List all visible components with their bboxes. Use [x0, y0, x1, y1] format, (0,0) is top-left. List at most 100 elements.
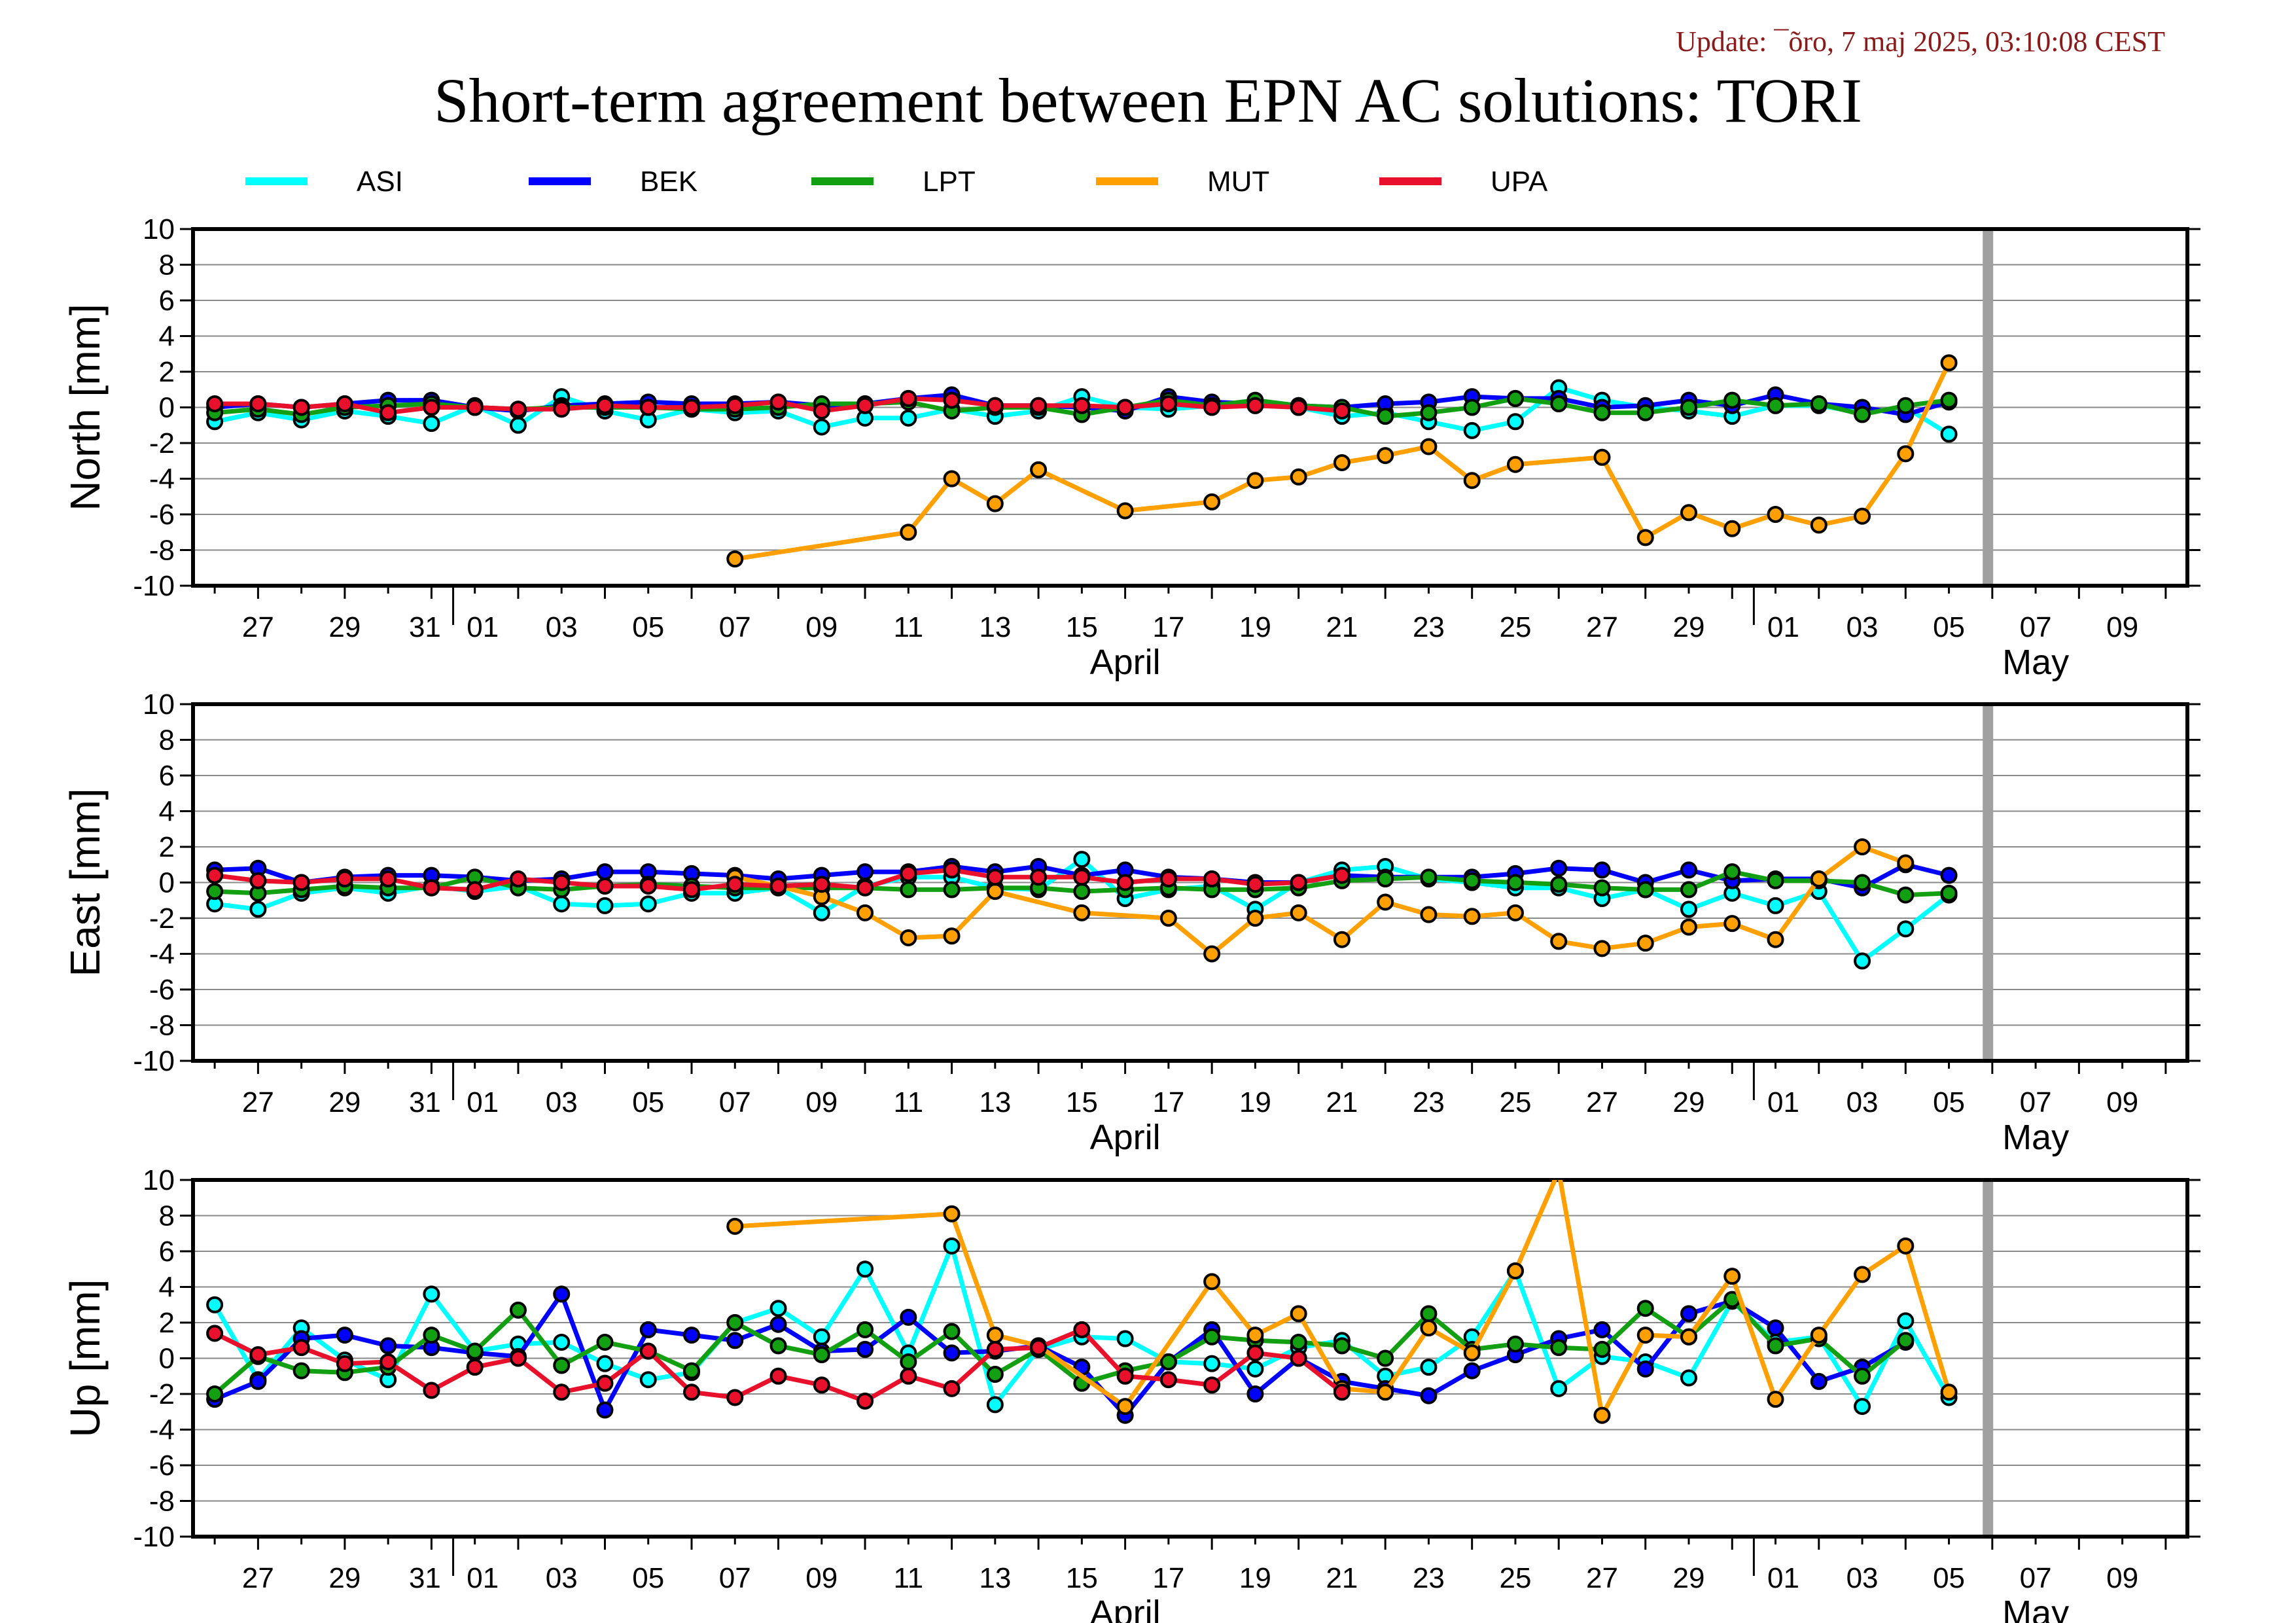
data-point-mut [1420, 906, 1438, 923]
data-point-lpt [1593, 404, 1611, 421]
x-tick-label: 27 [242, 1562, 274, 1594]
data-point-asi [900, 409, 917, 427]
x-tick-label: 25 [1499, 1562, 1531, 1594]
data-point-upa [639, 877, 657, 895]
data-point-upa [986, 397, 1004, 414]
data-point-mut [1506, 455, 1524, 473]
legend-label: UPA [1491, 166, 1548, 198]
data-point-mut [1854, 838, 1871, 855]
data-point-bek [857, 1340, 874, 1358]
data-point-upa [206, 866, 224, 884]
data-point-asi [639, 895, 657, 913]
data-point-mut [943, 1205, 961, 1222]
data-point-mut [1680, 918, 1697, 936]
data-point-mut [1290, 468, 1307, 486]
data-point-mut [1290, 904, 1307, 921]
data-point-upa [423, 1382, 440, 1399]
data-point-asi [206, 1296, 224, 1313]
data-point-upa [813, 876, 830, 893]
x-tick-label: 03 [546, 611, 578, 643]
x-tick-label: 27 [242, 1086, 274, 1118]
data-point-upa [639, 1342, 657, 1360]
data-point-upa [986, 1340, 1004, 1358]
data-point-lpt [1420, 404, 1438, 421]
data-point-bek [1593, 1321, 1611, 1338]
data-point-mut [726, 550, 744, 568]
y-tick-label: 4 [159, 1272, 175, 1304]
data-point-asi [1854, 1398, 1871, 1416]
data-point-lpt [943, 881, 961, 899]
data-point-upa [726, 876, 744, 893]
data-point-upa [857, 879, 874, 897]
data-point-mut [1377, 893, 1394, 911]
data-point-upa [1073, 1321, 1091, 1338]
data-point-mut [1767, 931, 1784, 948]
x-tick-label: 07 [2020, 1086, 2052, 1118]
data-point-lpt [1680, 881, 1697, 899]
data-point-lpt [1550, 876, 1568, 893]
data-point-lpt [1593, 879, 1611, 897]
data-point-mut [1073, 904, 1091, 921]
data-point-mut [1550, 933, 1568, 950]
data-point-upa [206, 1325, 224, 1342]
data-point-asi [986, 1396, 1004, 1414]
x-tick-label: 23 [1413, 611, 1445, 643]
data-point-upa [1203, 1376, 1221, 1394]
data-point-mut [1593, 940, 1611, 957]
data-point-upa [1203, 399, 1221, 416]
data-point-asi [1940, 425, 1958, 443]
data-point-mut [1030, 461, 1048, 478]
data-point-mut [1680, 504, 1697, 522]
data-point-upa [509, 401, 527, 418]
y-tick-label: -6 [149, 499, 175, 531]
y-tick-label: 0 [159, 1343, 175, 1375]
y-tick-label: 8 [159, 724, 175, 757]
data-point-upa [1203, 870, 1221, 888]
data-point-bek [1463, 1362, 1481, 1380]
x-tick-label: 09 [805, 611, 838, 643]
data-point-mut [986, 1327, 1004, 1344]
data-point-mut [1940, 354, 1958, 372]
x-tick-label: 05 [1933, 1086, 1965, 1118]
data-point-bek [769, 1315, 787, 1333]
data-point-upa [943, 1380, 961, 1397]
data-point-upa [1159, 870, 1177, 888]
data-point-asi [249, 901, 267, 918]
data-point-bek [900, 1308, 917, 1326]
data-point-mut [986, 495, 1004, 512]
data-point-mut [943, 927, 961, 945]
x-tick-label: 11 [893, 611, 923, 643]
data-point-asi [596, 897, 614, 914]
series-group [206, 1180, 1958, 1424]
data-point-mut [1463, 472, 1481, 490]
data-point-lpt [1897, 886, 1915, 904]
y-tick-label: 0 [159, 392, 175, 424]
data-point-lpt [1940, 884, 1958, 902]
y-tick-label: 8 [159, 249, 175, 281]
y-tick-label: 2 [159, 356, 175, 388]
data-point-asi [1897, 920, 1915, 938]
data-point-upa [1116, 1367, 1134, 1385]
data-point-asi [1767, 897, 1784, 914]
x-tick-label: 15 [1066, 1562, 1098, 1594]
data-point-upa [423, 879, 440, 897]
data-point-asi [1680, 901, 1697, 918]
x-tick-label: 21 [1326, 611, 1358, 643]
data-point-upa [726, 1389, 744, 1406]
data-point-bek [380, 1337, 397, 1355]
data-point-bek [1680, 1305, 1697, 1323]
month-label: April [1090, 1118, 1161, 1157]
y-tick-label: 10 [143, 213, 175, 245]
data-point-upa [336, 395, 353, 413]
y-tick-label: 10 [143, 688, 175, 721]
x-tick-label: 15 [1066, 611, 1098, 643]
data-point-mut [1810, 516, 1828, 534]
data-point-upa [813, 402, 830, 419]
x-tick-label: 03 [1846, 1562, 1879, 1594]
data-point-asi [639, 1371, 657, 1389]
y-tick-label: -4 [149, 1414, 175, 1446]
data-point-upa [249, 1346, 267, 1364]
legend-label: MUT [1207, 166, 1269, 198]
x-tick-label: 29 [328, 1086, 361, 1118]
data-point-upa [380, 870, 397, 888]
